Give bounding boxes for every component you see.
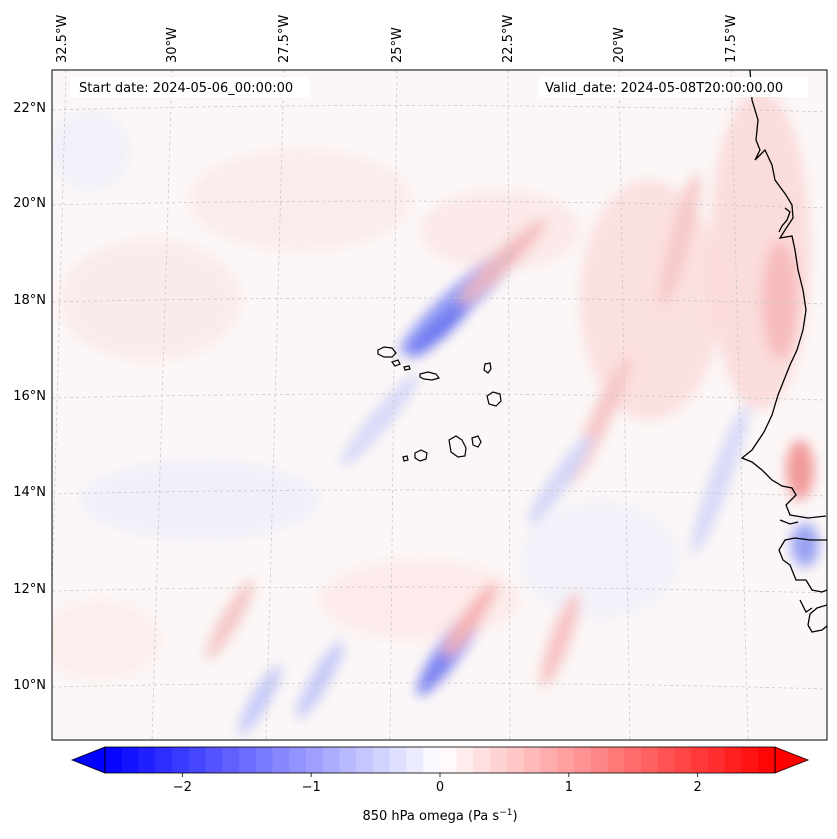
colorbar-segment: [741, 747, 759, 773]
lon-label: 17.5°W: [724, 15, 739, 63]
lon-label: 27.5°W: [277, 15, 292, 63]
lat-label: 16°N: [13, 389, 46, 404]
colorbar-tick-label: 2: [694, 780, 702, 795]
colorbar-segment: [657, 747, 676, 773]
colorbar-label: 850 hPa omega (Pa s−1): [362, 808, 517, 824]
start-date-label: Start date: 2024-05-06_00:00:00: [79, 81, 293, 96]
latitude-labels: 22°N 20°N 18°N 16°N 14°N 12°N 10°N: [13, 101, 46, 693]
colorbar-segment: [456, 747, 475, 773]
colorbar-segment: [490, 747, 508, 773]
colorbar-segment: [222, 747, 240, 773]
colorbar-segment: [239, 747, 257, 773]
valid-date-box: [538, 77, 808, 97]
lon-label: 20°W: [612, 27, 627, 63]
colorbar-segment: [339, 747, 357, 773]
colorbar-segment: [289, 747, 307, 773]
colorbar-segment: [641, 747, 659, 773]
lon-label: 25°W: [390, 27, 405, 63]
cape-verde-islands: [377, 346, 502, 462]
colorbar-segment: [121, 747, 140, 773]
graticule: [52, 70, 827, 740]
colorbar-segments: [105, 747, 776, 773]
colorbar-segment: [423, 747, 441, 773]
colorbar-segment: [624, 747, 642, 773]
lat-label: 18°N: [13, 293, 46, 308]
valid-date-label: Valid_date: 2024-05-08T20:00:00.00: [545, 81, 783, 96]
map-frame: [51, 69, 828, 741]
colorbar-segment: [205, 747, 223, 773]
colorbar-segment: [306, 747, 324, 773]
colorbar-segment: [406, 747, 424, 773]
lat-label: 22°N: [13, 101, 46, 116]
colorbar-segment: [691, 747, 709, 773]
colorbar-segment: [708, 747, 726, 773]
colorbar-segment: [590, 747, 609, 773]
colorbar-segment: [523, 747, 542, 773]
lon-label: 22.5°W: [501, 15, 516, 63]
colorbar-segment: [540, 747, 558, 773]
colorbar-tick-label: −2: [173, 780, 192, 795]
colorbar-segment: [188, 747, 207, 773]
colorbar-segment: [172, 747, 190, 773]
colorbar-segment: [356, 747, 374, 773]
colorbar-ticks: −2 −1 0 1 2: [173, 773, 702, 795]
colorbar-max-extension: [774, 746, 810, 774]
colorbar-segment: [724, 747, 743, 773]
start-date-box: [70, 77, 310, 97]
colorbar-segment: [440, 747, 458, 773]
colorbar-segment: [373, 747, 391, 773]
africa-coast: [740, 70, 827, 633]
longitude-labels: 32.5°W 30°W 27.5°W 25°W 22.5°W 20°W 17.5…: [55, 15, 739, 63]
omega-field: [52, 90, 819, 735]
colorbar-tick-label: −1: [302, 780, 321, 795]
colorbar-segment: [155, 747, 173, 773]
colorbar: −2 −1 0 1 2 850 hPa omega (Pa s−1): [70, 746, 810, 824]
lat-label: 12°N: [13, 582, 46, 597]
colorbar-segment: [322, 747, 341, 773]
lat-label: 14°N: [13, 485, 46, 500]
colorbar-segment: [557, 747, 575, 773]
lon-label: 32.5°W: [55, 15, 70, 63]
colorbar-segment: [389, 747, 408, 773]
colorbar-min-extension: [70, 746, 106, 774]
colorbar-segment: [607, 747, 625, 773]
lat-label: 20°N: [13, 196, 46, 211]
lon-label: 30°W: [165, 27, 180, 63]
colorbar-segment: [138, 747, 156, 773]
map-area: [52, 70, 827, 740]
colorbar-segment: [255, 747, 274, 773]
colorbar-segment: [272, 747, 290, 773]
colorbar-segment: [507, 747, 525, 773]
colorbar-tick-label: 0: [436, 780, 444, 795]
colorbar-segment: [473, 747, 491, 773]
colorbar-segment: [758, 747, 776, 773]
colorbar-segment: [674, 747, 692, 773]
coastlines: [740, 70, 827, 633]
colorbar-segment: [105, 747, 123, 773]
colorbar-segment: [574, 747, 592, 773]
colorbar-tick-label: 1: [565, 780, 573, 795]
lat-label: 10°N: [13, 678, 46, 693]
